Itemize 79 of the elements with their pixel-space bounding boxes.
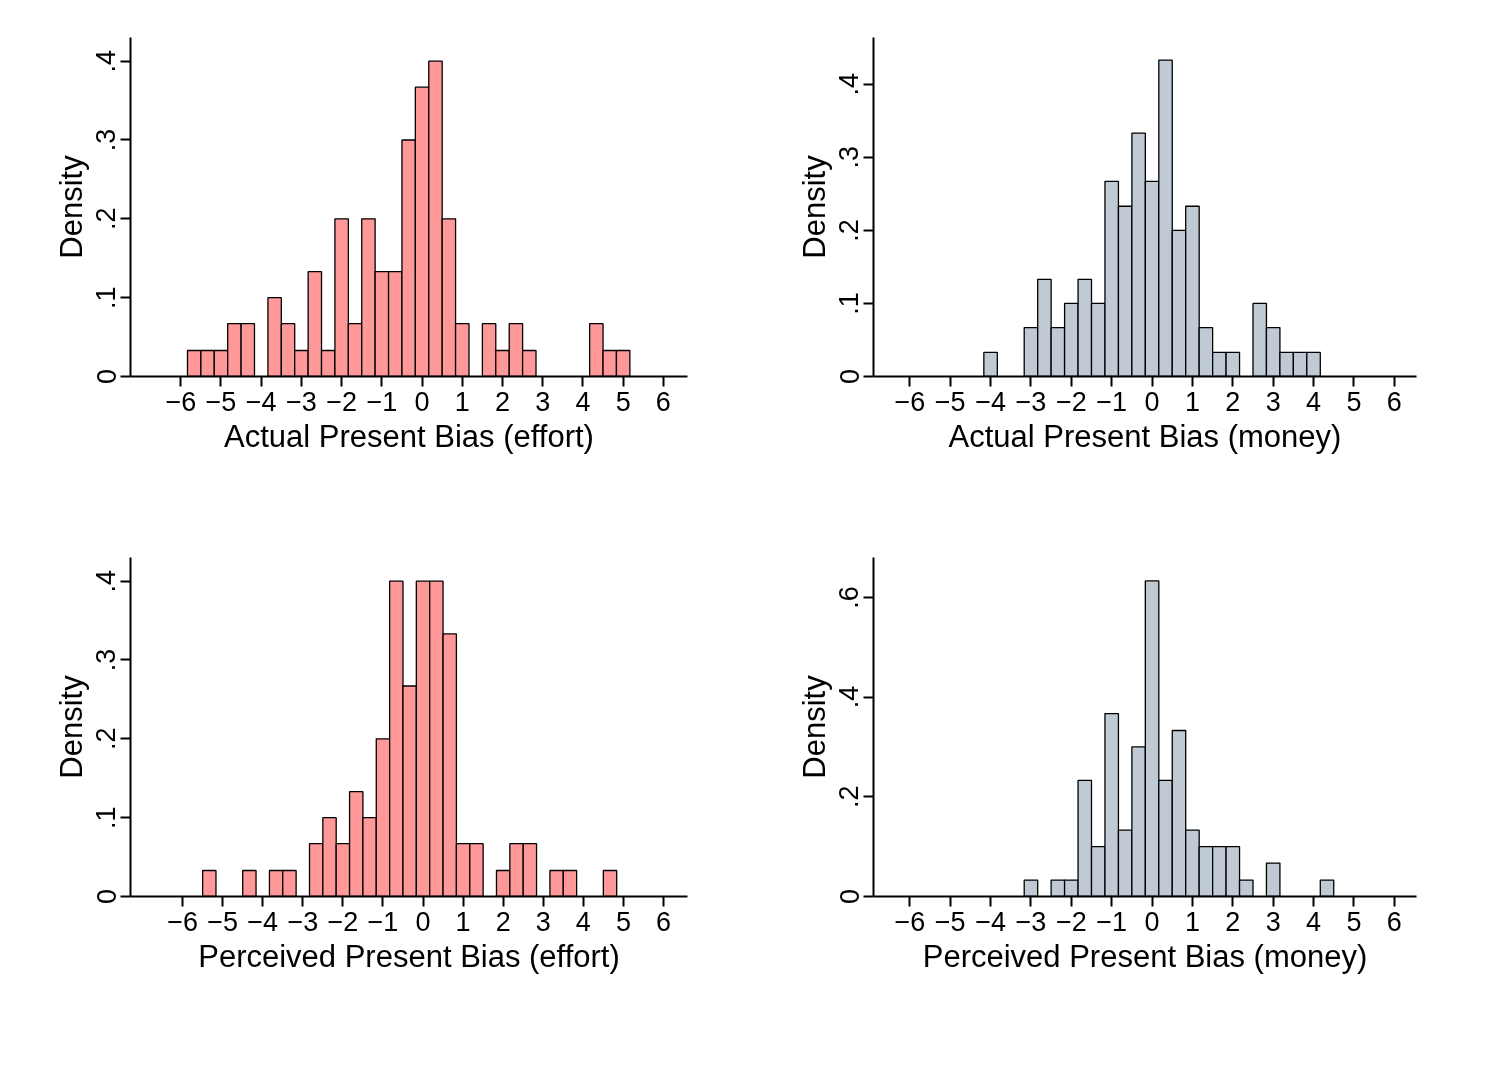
x-tick-label: 2 [495,386,511,417]
x-tick-label: −3 [287,906,319,937]
x-tick-label: −1 [1096,906,1128,937]
x-tick-label: 6 [655,906,671,937]
y-tick-label: 0 [91,368,122,385]
y-tick-label: 0 [91,888,122,905]
x-tick-label: 0 [1144,386,1160,417]
x-tick-label: −2 [1055,906,1087,937]
x-tick-label: −4 [247,906,279,937]
x-tick-label: 5 [1346,906,1362,937]
x-tick-label: −3 [1015,386,1047,417]
x-tick-label: 3 [1265,906,1281,937]
x-axis-title: Actual Present Bias (money) [948,418,1342,454]
x-tick-label: 3 [535,906,551,937]
y-tick-label: .3 [91,128,122,152]
x-axis-title: Perceived Present Bias (effort) [198,938,620,974]
y-tick-label: .1 [834,292,865,315]
x-tick-label: 3 [1265,386,1281,417]
x-tick-label: 6 [1386,386,1402,417]
y-tick-label: .4 [91,569,122,593]
y-tick-label: 0 [834,888,865,905]
x-tick-label: −5 [934,906,966,937]
x-tick-label: 4 [575,386,591,417]
y-tick-label: .2 [834,785,865,809]
x-tick-label: 4 [1306,386,1322,417]
x-tick-label: 0 [414,386,430,417]
y-axis-title: Density [53,154,89,259]
x-tick-label: −5 [934,386,966,417]
x-tick-label: 0 [415,906,431,937]
x-tick-label: −4 [245,386,277,417]
y-tick-label: .2 [91,207,122,231]
x-tick-label: 5 [1346,386,1362,417]
x-tick-label: −5 [207,906,239,937]
x-tick-label: 5 [615,906,631,937]
y-tick-label: .6 [834,586,865,609]
y-tick-label: .1 [91,286,122,309]
x-tick-label: 3 [535,386,551,417]
y-tick-label: .4 [91,49,122,73]
x-tick-label: 1 [1184,906,1200,937]
x-tick-label: 6 [1386,906,1402,937]
x-tick-label: −1 [366,386,398,417]
x-tick-label: −4 [975,386,1006,417]
y-tick-label: .4 [834,72,865,96]
x-tick-label: 0 [1144,906,1160,937]
y-axis-title: Density [796,674,832,779]
x-tick-label: 2 [1225,386,1241,417]
x-tick-label: −3 [1015,906,1047,937]
y-tick-label: .1 [91,806,122,829]
y-tick-label: .3 [834,146,865,169]
y-tick-label: .2 [91,727,122,751]
x-tick-label: 1 [454,386,470,417]
y-tick-label: 0 [834,368,865,385]
x-tick-label: 2 [495,906,511,937]
x-tick-label: 4 [1306,906,1322,937]
y-tick-label: .2 [834,219,865,242]
x-tick-label: −3 [286,386,317,417]
x-tick-label: −5 [205,386,237,417]
x-tick-label: −4 [975,906,1006,937]
y-axis-title: Density [53,674,89,779]
x-tick-label: −1 [367,906,399,937]
x-axis-title: Perceived Present Bias (money) [922,938,1368,974]
x-tick-label: 4 [575,906,591,937]
x-tick-label: −6 [165,386,197,417]
x-tick-label: −2 [326,386,358,417]
x-tick-label: −6 [894,386,926,417]
y-tick-label: .3 [91,648,122,672]
x-tick-label: −1 [1096,386,1128,417]
x-axis-title: Actual Present Bias (effort) [224,418,594,454]
y-tick-label: .4 [834,685,865,709]
x-tick-label: 1 [1184,386,1200,417]
y-axis-title: Density [796,154,832,259]
x-tick-label: −2 [1055,386,1087,417]
x-tick-label: −6 [894,906,926,937]
x-tick-label: −2 [327,906,359,937]
x-tick-label: 6 [655,386,671,417]
x-tick-label: 1 [455,906,471,937]
x-tick-label: 5 [615,386,631,417]
x-tick-label: 2 [1225,906,1241,937]
x-tick-label: −6 [167,906,198,937]
